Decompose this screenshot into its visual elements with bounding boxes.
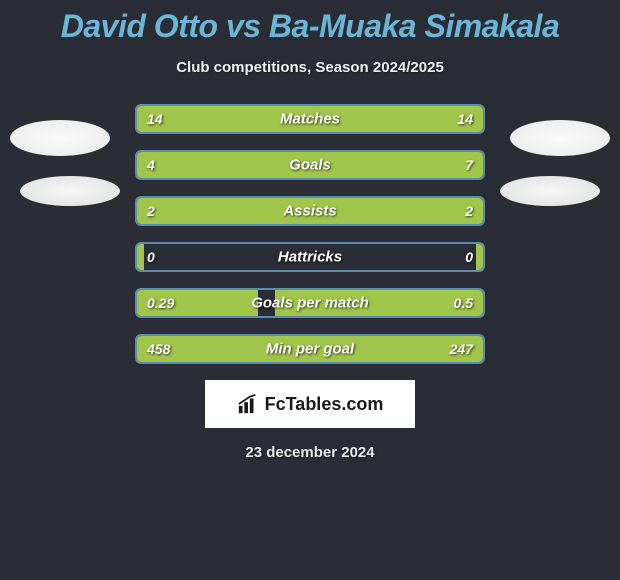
- stat-value-right: 14: [457, 111, 473, 127]
- brand-text: FcTables.com: [265, 394, 384, 415]
- bar-fill-left: [137, 244, 144, 270]
- stat-row: 4 7 Goals: [135, 150, 485, 180]
- comparison-title: David Otto vs Ba-Muaka Simakala: [0, 0, 620, 45]
- comparison-bars: 14 14 Matches 4 7 Goals 2 2 Assists 0 0 Hattricks 0.…: [135, 104, 485, 364]
- stat-label: Goals: [289, 157, 331, 174]
- stat-label: Matches: [280, 111, 340, 128]
- bar-fill-right: [476, 244, 483, 270]
- stat-label: Hattricks: [278, 249, 342, 266]
- subtitle: Club competitions, Season 2024/2025: [0, 59, 620, 76]
- stat-value-left: 14: [147, 111, 163, 127]
- chart-icon: [237, 393, 259, 415]
- stat-value-right: 7: [465, 157, 473, 173]
- player1-avatar-2: [20, 176, 120, 206]
- date-text: 23 december 2024: [0, 444, 620, 461]
- stat-value-right: 2: [465, 203, 473, 219]
- stat-value-right: 247: [450, 341, 473, 357]
- stat-row: 14 14 Matches: [135, 104, 485, 134]
- stat-label: Assists: [283, 203, 336, 220]
- stat-label: Goals per match: [251, 295, 369, 312]
- player1-name: David Otto: [61, 8, 218, 44]
- stat-value-right: 0: [465, 249, 473, 265]
- stat-row: 2 2 Assists: [135, 196, 485, 226]
- stat-row: 458 247 Min per goal: [135, 334, 485, 364]
- player1-avatar: [10, 120, 110, 156]
- stat-value-left: 2: [147, 203, 155, 219]
- stat-row: 0.29 0.5 Goals per match: [135, 288, 485, 318]
- stat-value-left: 0: [147, 249, 155, 265]
- player2-avatar: [510, 120, 610, 156]
- stat-value-left: 4: [147, 157, 155, 173]
- stat-value-right: 0.5: [454, 295, 473, 311]
- stat-value-left: 0.29: [147, 295, 174, 311]
- stat-label: Min per goal: [266, 341, 354, 358]
- vs-text: vs: [226, 8, 261, 44]
- stat-value-left: 458: [147, 341, 170, 357]
- player2-avatar-2: [500, 176, 600, 206]
- player2-name: Ba-Muaka Simakala: [269, 8, 559, 44]
- stat-row: 0 0 Hattricks: [135, 242, 485, 272]
- bar-fill-left: [137, 152, 262, 178]
- brand-badge: FcTables.com: [205, 380, 415, 428]
